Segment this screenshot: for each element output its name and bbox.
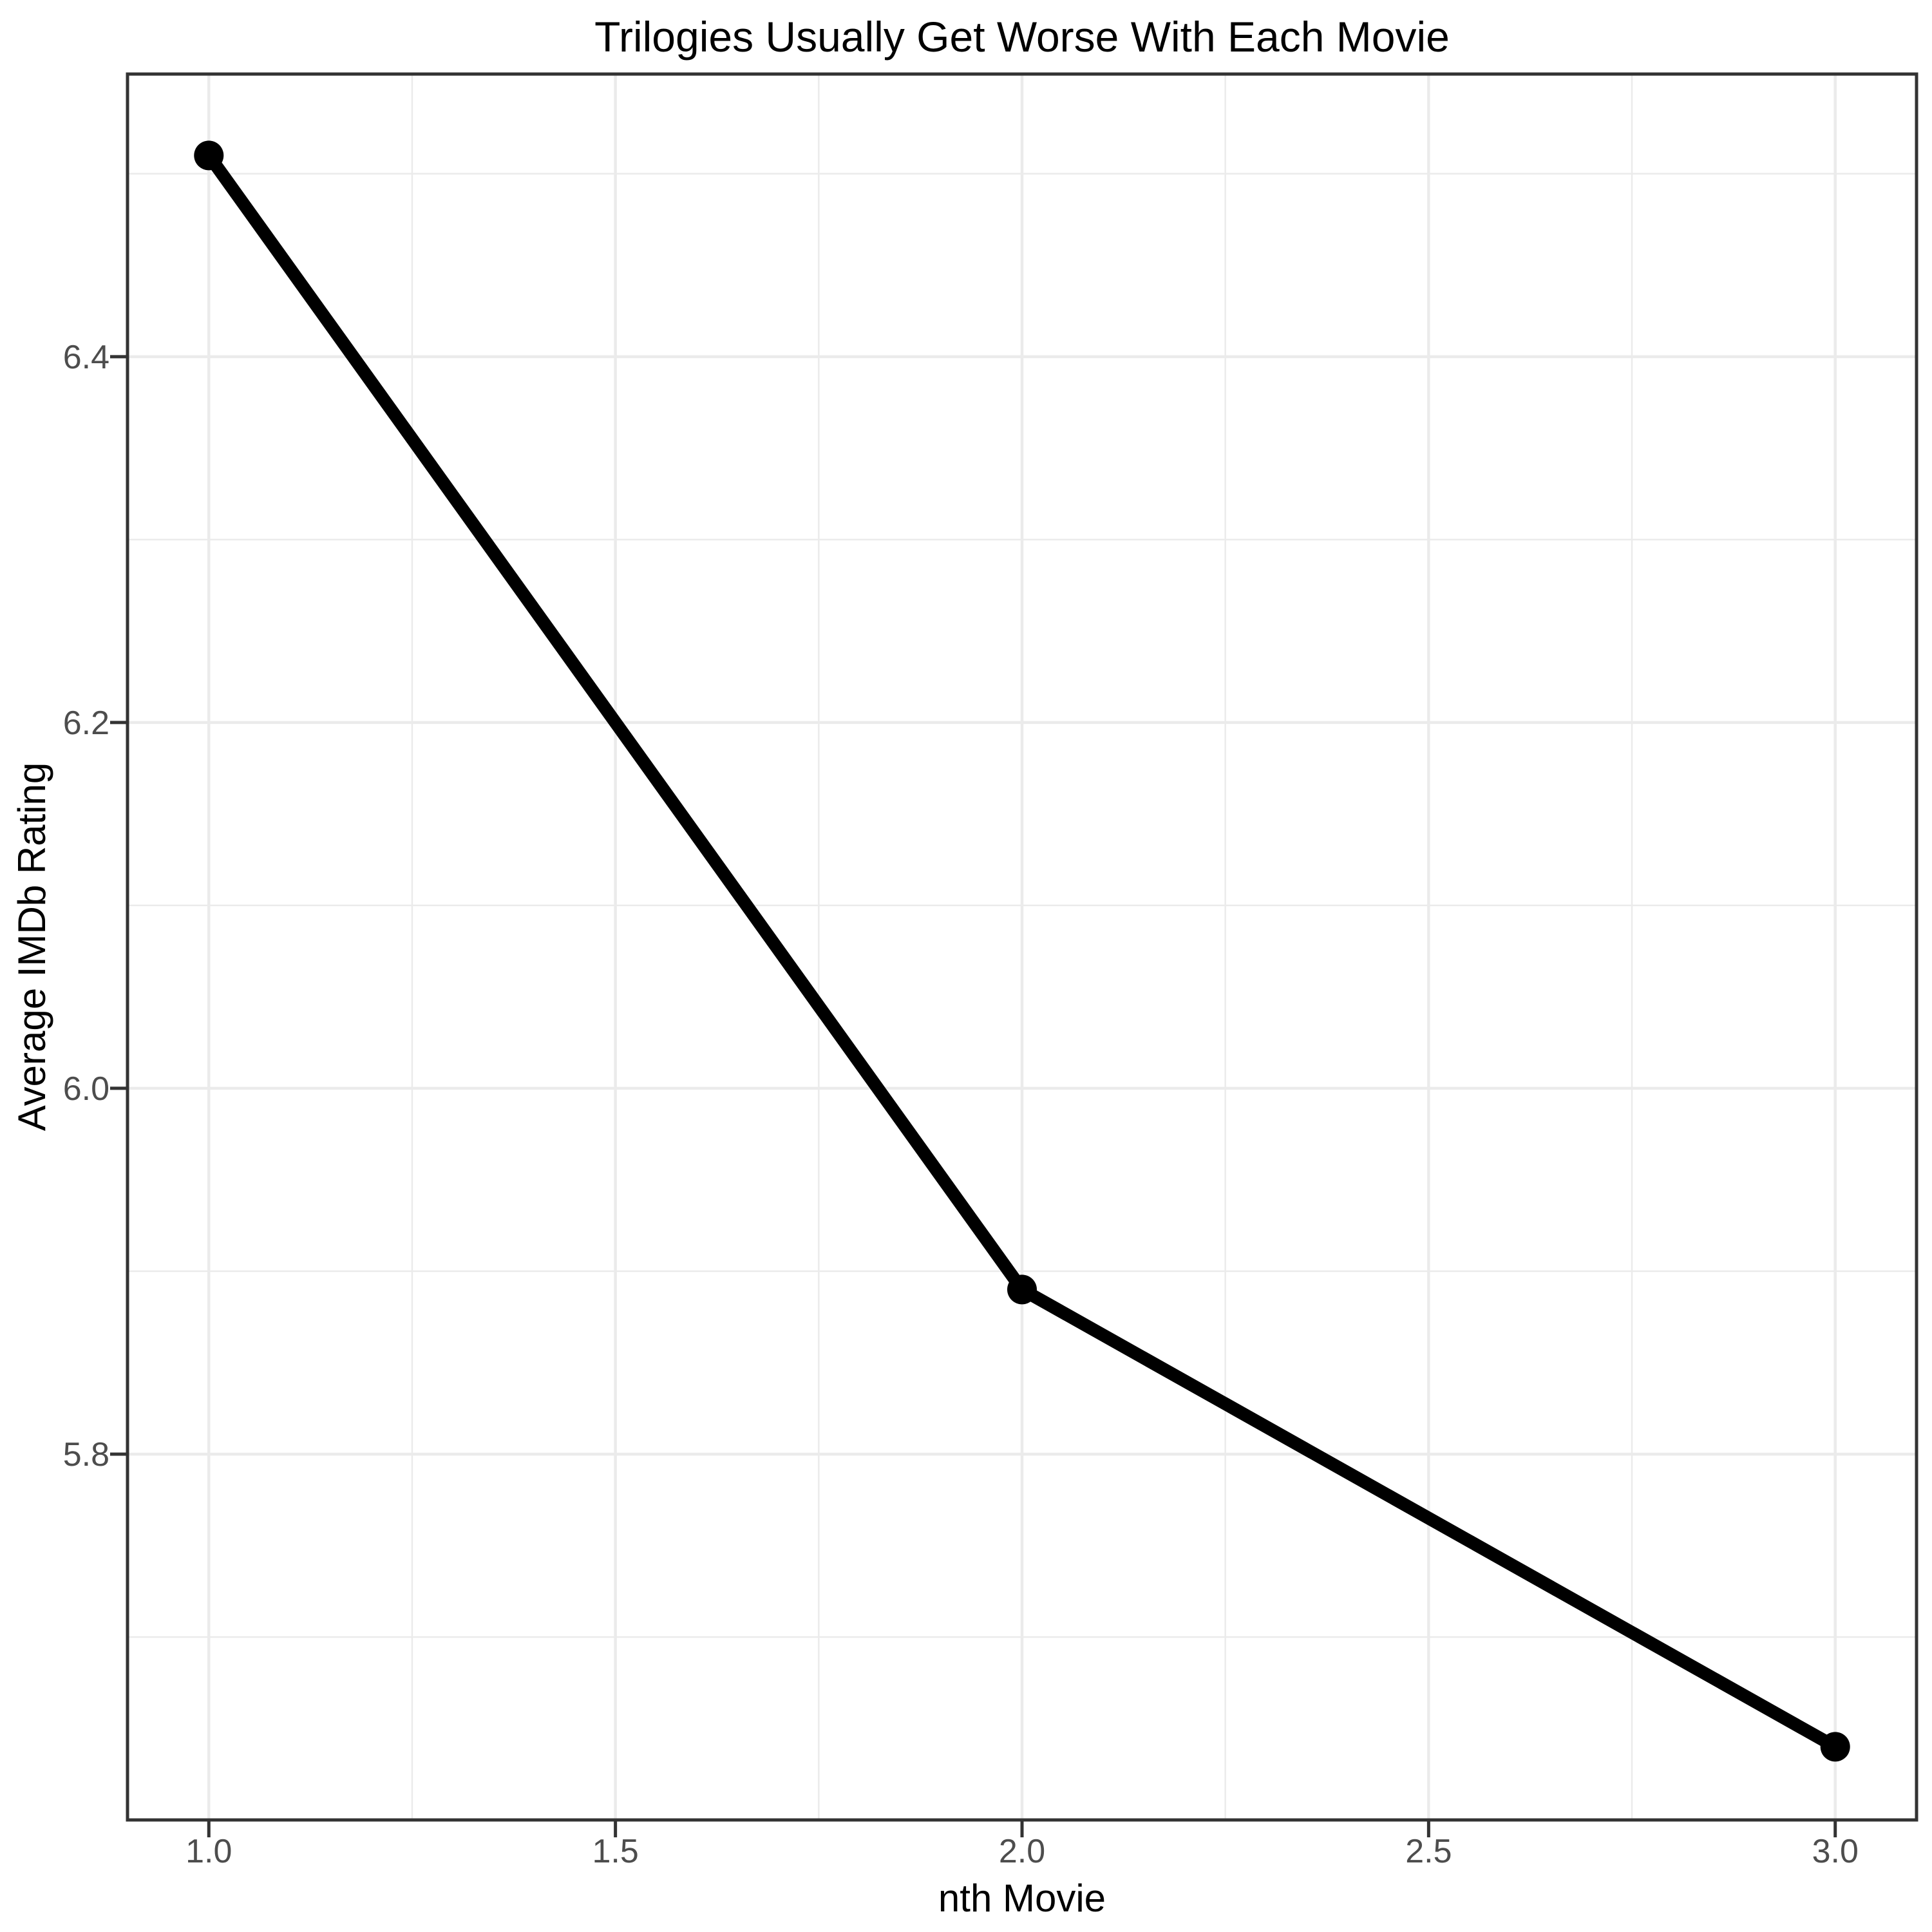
x-tick-label: 1.5 <box>592 1833 638 1870</box>
y-tick-label: 5.8 <box>63 1436 109 1473</box>
y-tick-label: 6.0 <box>63 1070 109 1108</box>
axis-tick-labels: 1.0 1.5 2.0 2.5 3.0 5.8 6.0 6.2 6.4 <box>63 339 1859 1870</box>
chart-title: Trilogies Usually Get Worse With Each Mo… <box>594 13 1450 61</box>
y-tick-label: 6.2 <box>63 705 109 742</box>
y-axis-title: Average IMDb Rating <box>10 762 53 1132</box>
data-point <box>194 140 224 171</box>
y-tick-label: 6.4 <box>63 339 109 376</box>
data-point <box>1820 1732 1850 1762</box>
x-axis-title: nth Movie <box>938 1877 1106 1920</box>
data-point <box>1007 1274 1037 1305</box>
x-tick-label: 1.0 <box>185 1833 232 1870</box>
axis-tick-marks <box>110 355 1837 1837</box>
x-tick-label: 3.0 <box>1812 1833 1859 1870</box>
x-tick-label: 2.5 <box>1405 1833 1452 1870</box>
x-tick-label: 2.0 <box>999 1833 1045 1870</box>
data-series <box>194 140 1850 1762</box>
major-gridlines <box>128 74 1917 1820</box>
